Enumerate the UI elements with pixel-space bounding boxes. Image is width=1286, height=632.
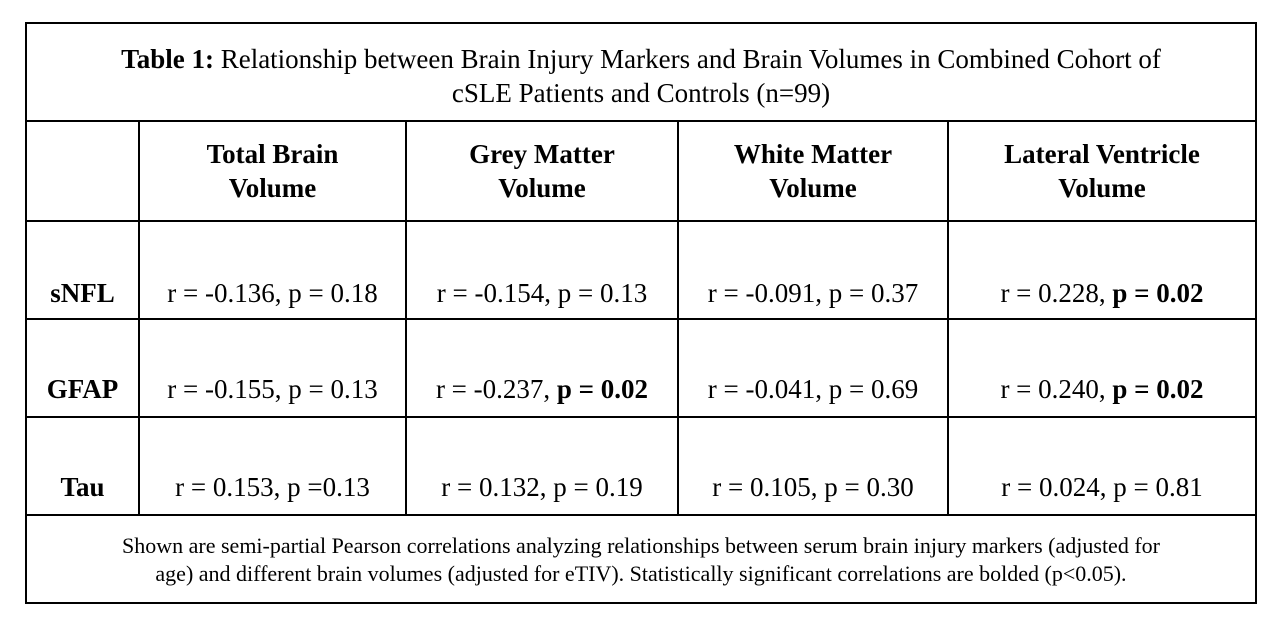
table-cell: r = 0.105, p = 0.30 — [677, 418, 947, 516]
table-row: GFAP r = -0.155, p = 0.13 r = -0.237, p … — [27, 318, 1255, 416]
caption-label: Table 1: — [121, 44, 214, 74]
caption-text-line2: cSLE Patients and Controls (n=99) — [451, 78, 831, 108]
footnote-line: age) and different brain volumes (adjust… — [155, 561, 1127, 586]
footnote-line: Shown are semi-partial Pearson correlati… — [122, 533, 1160, 558]
header-line: Lateral Ventricle — [1004, 139, 1200, 169]
significant-value: p = 0.02 — [556, 374, 649, 404]
table-cell: r = 0.228, p = 0.02 — [947, 222, 1255, 318]
table-cell: r = 0.132, p = 0.19 — [405, 418, 677, 516]
table-cell: r = 0.240, p = 0.02 — [947, 320, 1255, 416]
corner-cell — [27, 122, 138, 220]
row-label: GFAP — [46, 374, 119, 404]
table-cell: r = -0.091, p = 0.37 — [677, 222, 947, 318]
table-cell: r = 0.153, p =0.13 — [138, 418, 405, 516]
column-header-total-brain: Total Brain Volume — [138, 122, 405, 220]
significant-value: p = 0.02 — [1112, 278, 1204, 308]
row-label: Tau — [60, 472, 105, 502]
table-footnote: Shown are semi-partial Pearson correlati… — [27, 514, 1255, 602]
table-grid: Total Brain Volume Grey Matter Volume Whit… — [27, 122, 1255, 516]
table-row: sNFL r = -0.136, ​p = 0.18 r = -0.154, p… — [27, 220, 1255, 318]
header-line: Volume — [769, 173, 857, 203]
row-label: sNFL — [50, 278, 115, 308]
column-header-lateral-ventricle: Lateral Ventricle Volume — [947, 122, 1255, 220]
table-cell: r = -0.041, p = 0.69 — [677, 320, 947, 416]
table-cell: r = -0.237, p = 0.02 — [405, 320, 677, 416]
header-line: Volume — [498, 173, 586, 203]
table-row: Tau r = 0.153, p =0.13 r = 0.132, p = 0.… — [27, 416, 1255, 516]
table-cell: r = -0.155, p = 0.13 — [138, 320, 405, 416]
header-line: Volume — [1058, 173, 1146, 203]
header-line: White Matter — [733, 139, 893, 169]
table-cell: r = -0.154, p = 0.13 — [405, 222, 677, 318]
column-header-white-matter: White Matter Volume — [677, 122, 947, 220]
table-cell: r = -0.136, ​p = 0.18 — [138, 222, 405, 318]
table-caption: Table 1: Relationship between Brain Inju… — [27, 24, 1255, 122]
caption-text: Relationship between Brain Injury Marker… — [213, 44, 1161, 74]
header-row: Total Brain Volume Grey Matter Volume Whit… — [27, 122, 1255, 220]
table-cell: r = 0.024, p = 0.81 — [947, 418, 1255, 516]
column-header-grey-matter: Grey Matter Volume — [405, 122, 677, 220]
header-line: Volume — [228, 173, 317, 203]
significant-value: p = 0.02 — [1112, 374, 1204, 404]
header-line: Grey Matter — [469, 139, 615, 169]
header-line: Total Brain — [206, 139, 339, 169]
results-table: Table 1: Relationship between Brain Inju… — [25, 22, 1257, 604]
